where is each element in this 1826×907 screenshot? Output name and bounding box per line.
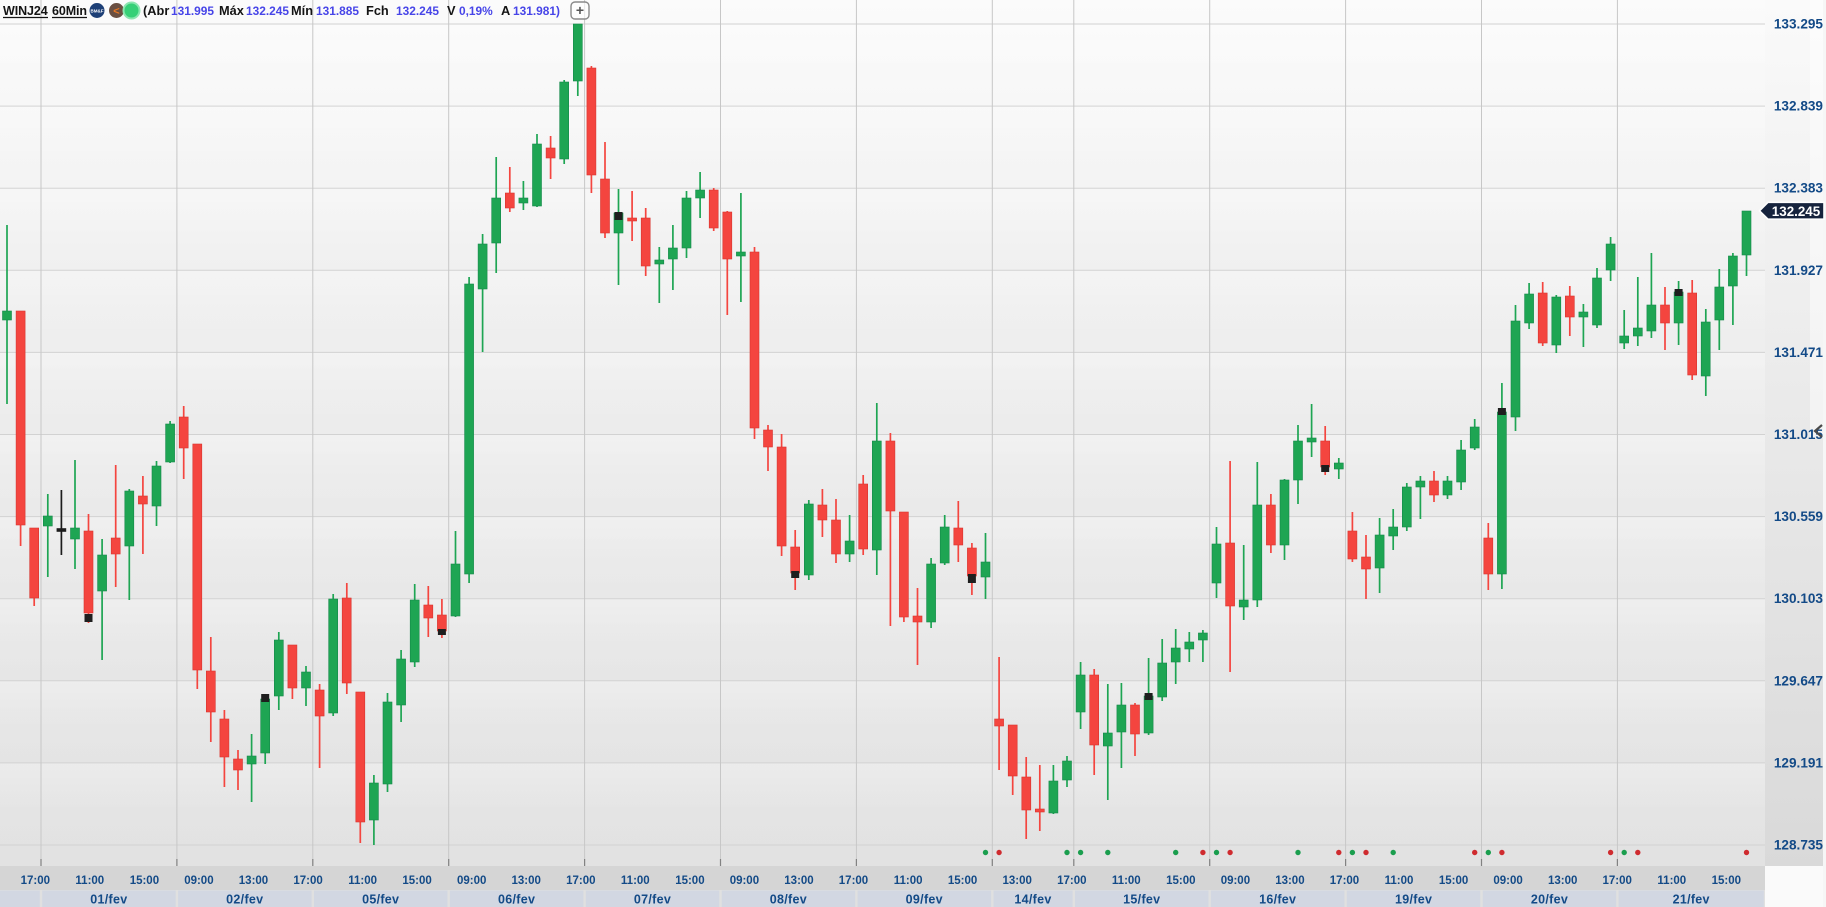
svg-text:11:00: 11:00 [621, 875, 650, 887]
svg-text:01/fev: 01/fev [90, 893, 127, 907]
svg-text:13:00: 13:00 [1275, 875, 1304, 887]
svg-text:132.245: 132.245 [1772, 204, 1821, 219]
svg-text:17:00: 17:00 [1057, 875, 1086, 887]
svg-text:132.383: 132.383 [1774, 181, 1824, 196]
svg-text:15:00: 15:00 [1166, 875, 1195, 887]
svg-text:<: < [113, 6, 119, 18]
svg-text:11:00: 11:00 [894, 875, 923, 887]
svg-text:131.885: 131.885 [316, 4, 359, 18]
svg-text:60Min: 60Min [52, 4, 87, 18]
svg-text:02/fev: 02/fev [226, 893, 263, 907]
svg-text:13:00: 13:00 [511, 875, 540, 887]
svg-text:17:00: 17:00 [293, 875, 322, 887]
svg-text:21/fev: 21/fev [1673, 893, 1710, 907]
svg-text:15:00: 15:00 [130, 875, 159, 887]
svg-text:17:00: 17:00 [21, 875, 50, 887]
svg-text:09:00: 09:00 [730, 875, 759, 887]
svg-text:V: V [447, 3, 456, 18]
svg-text:17:00: 17:00 [566, 875, 595, 887]
svg-text:15:00: 15:00 [1712, 875, 1741, 887]
svg-text:0,19%: 0,19% [459, 4, 493, 18]
svg-text:09/fev: 09/fev [906, 893, 943, 907]
svg-text:130.103: 130.103 [1774, 591, 1824, 606]
svg-text:WINJ24: WINJ24 [3, 4, 48, 18]
svg-text:131.927: 131.927 [1774, 263, 1823, 278]
svg-text:17:00: 17:00 [1330, 875, 1359, 887]
svg-text:15:00: 15:00 [402, 875, 431, 887]
svg-text:+: + [576, 2, 584, 18]
svg-text:09:00: 09:00 [1221, 875, 1250, 887]
svg-text:Mín: Mín [291, 3, 313, 18]
svg-text:11:00: 11:00 [1657, 875, 1686, 887]
svg-text:130.559: 130.559 [1774, 509, 1824, 524]
svg-text:15:00: 15:00 [948, 875, 977, 887]
svg-text:20/fev: 20/fev [1531, 893, 1568, 907]
svg-text:09:00: 09:00 [1493, 875, 1522, 887]
svg-text:14/fev: 14/fev [1014, 893, 1051, 907]
svg-text:Máx: Máx [219, 3, 245, 18]
svg-text:132.245: 132.245 [396, 4, 439, 18]
svg-text:129.191: 129.191 [1774, 755, 1824, 770]
svg-text:13:00: 13:00 [784, 875, 813, 887]
svg-text:19/fev: 19/fev [1395, 893, 1432, 907]
svg-text:11:00: 11:00 [348, 875, 377, 887]
svg-text:11:00: 11:00 [1112, 875, 1141, 887]
svg-text:13:00: 13:00 [239, 875, 268, 887]
svg-text:132.839: 132.839 [1774, 99, 1824, 114]
svg-text:131.995: 131.995 [171, 4, 214, 18]
svg-text:16/fev: 16/fev [1259, 893, 1296, 907]
svg-text:133.295: 133.295 [1774, 17, 1824, 32]
svg-text:05/fev: 05/fev [362, 893, 399, 907]
svg-text:06/fev: 06/fev [498, 893, 535, 907]
svg-text:11:00: 11:00 [1385, 875, 1414, 887]
svg-text:BM&F: BM&F [91, 9, 104, 14]
svg-text:08/fev: 08/fev [770, 893, 807, 907]
svg-text:09:00: 09:00 [184, 875, 213, 887]
svg-text:07/fev: 07/fev [634, 893, 671, 907]
svg-text:131.015: 131.015 [1774, 427, 1824, 442]
svg-text:132.245: 132.245 [246, 4, 289, 18]
svg-text:131.471: 131.471 [1774, 345, 1824, 360]
svg-text:17:00: 17:00 [839, 875, 868, 887]
svg-text:131.981): 131.981) [513, 4, 560, 18]
svg-text:15:00: 15:00 [675, 875, 704, 887]
svg-text:09:00: 09:00 [457, 875, 486, 887]
svg-text:15/fev: 15/fev [1123, 893, 1160, 907]
svg-text:128.735: 128.735 [1774, 838, 1824, 853]
svg-text:17:00: 17:00 [1602, 875, 1631, 887]
svg-text:129.647: 129.647 [1774, 673, 1823, 688]
svg-text:13:00: 13:00 [1002, 875, 1031, 887]
svg-text:15:00: 15:00 [1439, 875, 1468, 887]
svg-text:A: A [501, 3, 510, 18]
svg-text:(Abr: (Abr [143, 3, 169, 18]
svg-text:13:00: 13:00 [1548, 875, 1577, 887]
svg-text:Fch: Fch [366, 3, 389, 18]
svg-text:11:00: 11:00 [75, 875, 104, 887]
